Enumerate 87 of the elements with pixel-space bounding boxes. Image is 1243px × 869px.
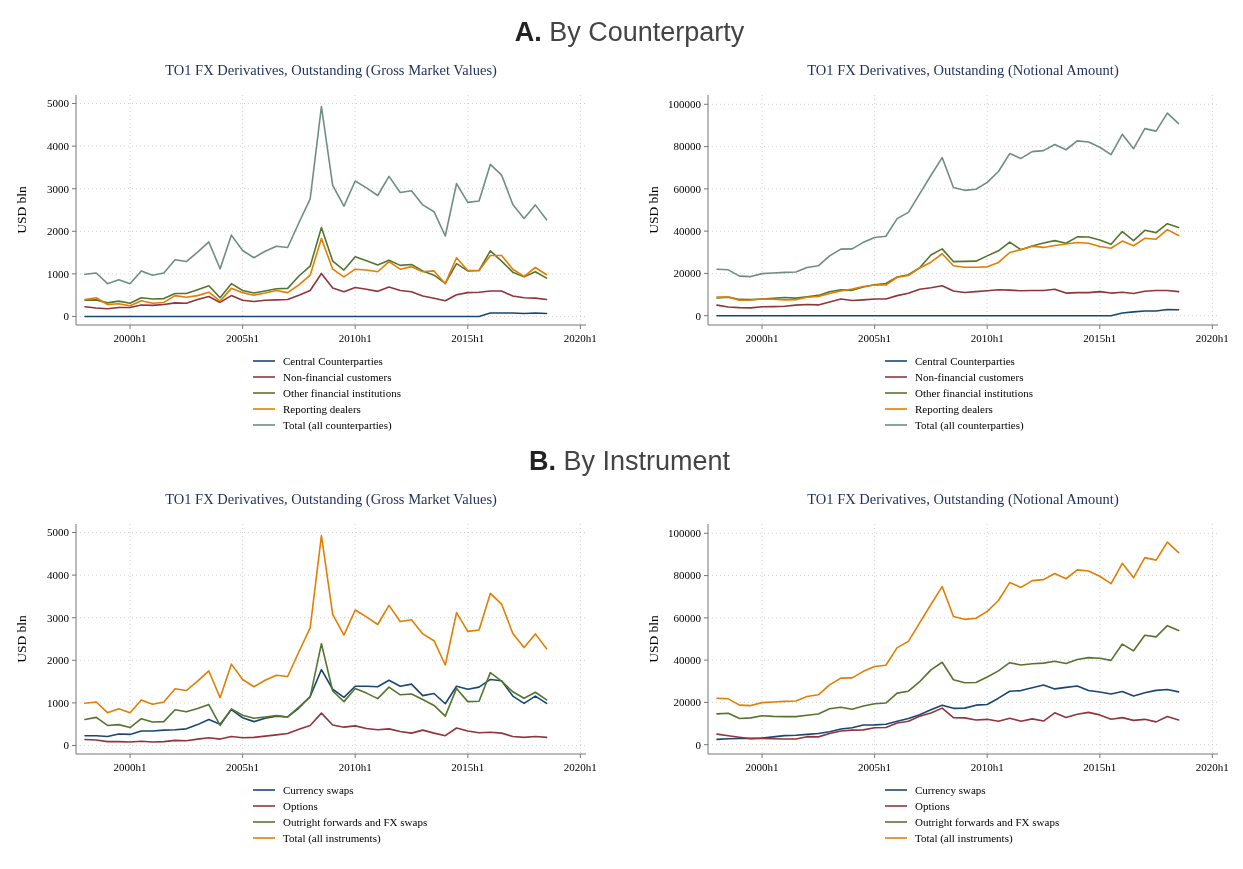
legend-label: Central Counterparties [915, 354, 1015, 367]
line-series [716, 684, 1180, 741]
y-tick-label: 0 [695, 309, 702, 322]
chart-title: TO1 FX Derivatives, Outstanding (Notional Amount) [807, 491, 1119, 508]
line-series [716, 284, 1180, 309]
text: B. By Instrument [528, 446, 731, 476]
y-tick-label: 60000 [673, 611, 702, 624]
x-tick-label: 2015h1 [1083, 761, 1117, 773]
legend-label: Total (all counterparties) [915, 418, 1024, 432]
legend-label: Other financial institutions [915, 386, 1033, 399]
x-tick-label: 2005h1 [226, 332, 260, 344]
legend-label: Outright forwards and FX swaps [915, 815, 1060, 828]
y-tick-label: 1000 [47, 267, 70, 280]
y-tick-label: 0 [63, 310, 70, 323]
legend-label: Options [283, 799, 318, 812]
line-series [84, 668, 548, 738]
x-tick-label: 2000h1 [745, 332, 779, 344]
line-series [84, 105, 548, 285]
y-axis-title: USD bln [14, 185, 29, 234]
x-tick-label: 2000h1 [113, 761, 147, 773]
x-tick-label: 2010h1 [970, 761, 1004, 773]
legend-label: Other financial institutions [283, 386, 401, 399]
y-tick-label: 2000 [47, 654, 70, 667]
x-tick-label: 2015h1 [1083, 332, 1117, 344]
chart-title: TO1 FX Derivatives, Outstanding (Gross Market Values) [165, 62, 498, 79]
x-tick-label: 2010h1 [338, 332, 372, 344]
x-tick-label: 2000h1 [745, 761, 779, 773]
x-tick-label: 2020h1 [1195, 761, 1229, 773]
chart-title: TO1 FX Derivatives, Outstanding (Notional Amount) [807, 62, 1119, 79]
y-axis-title: USD bln [14, 614, 29, 663]
line-series [84, 642, 548, 729]
y-axis-title: USD bln [646, 185, 661, 234]
x-tick-label: 2020h1 [563, 332, 597, 344]
line-series [84, 712, 548, 743]
y-axis-title: USD bln [646, 614, 661, 663]
text: A. By Counterparty [514, 17, 745, 47]
y-tick-label: 5000 [47, 526, 70, 539]
y-tick-label: 4000 [47, 139, 70, 152]
legend-label: Currency swaps [283, 783, 354, 796]
x-tick-label: 2000h1 [113, 332, 147, 344]
line-series [716, 707, 1180, 740]
y-tick-label: 0 [695, 738, 702, 751]
line-series [84, 237, 548, 307]
line-series [716, 112, 1180, 278]
legend-label: Non-financial customers [283, 370, 392, 383]
y-tick-label: 80000 [673, 569, 702, 582]
line-series [716, 308, 1180, 317]
x-tick-label: 2020h1 [563, 761, 597, 773]
line-series [716, 541, 1180, 707]
y-tick-label: 20000 [673, 696, 702, 709]
y-tick-label: 40000 [673, 653, 702, 666]
y-tick-label: 100000 [668, 527, 702, 540]
y-tick-label: 1000 [47, 696, 70, 709]
legend-label: Outright forwards and FX swaps [283, 815, 428, 828]
legend-label: Options [915, 799, 950, 812]
y-tick-label: 80000 [673, 140, 702, 153]
y-tick-label: 20000 [673, 267, 702, 280]
chart-title: TO1 FX Derivatives, Outstanding (Gross Market Values) [165, 491, 498, 508]
legend-label: Total (all counterparties) [283, 418, 392, 432]
legend-label: Non-financial customers [915, 370, 1024, 383]
legend-label: Total (all instruments) [915, 831, 1013, 845]
y-tick-label: 60000 [673, 182, 702, 195]
y-tick-label: 3000 [47, 182, 70, 195]
legend-label: Reporting dealers [283, 402, 361, 415]
x-tick-label: 2015h1 [451, 761, 485, 773]
x-tick-label: 2005h1 [858, 761, 892, 773]
x-tick-label: 2010h1 [338, 761, 372, 773]
y-tick-label: 5000 [47, 97, 70, 110]
x-tick-label: 2010h1 [970, 332, 1004, 344]
y-tick-label: 3000 [47, 611, 70, 624]
x-tick-label: 2020h1 [1195, 332, 1229, 344]
line-series [84, 272, 548, 310]
x-tick-label: 2005h1 [226, 761, 260, 773]
y-tick-label: 0 [63, 739, 70, 752]
x-tick-label: 2015h1 [451, 332, 485, 344]
y-tick-label: 100000 [668, 98, 702, 111]
line-series [84, 226, 548, 305]
legend-label: Central Counterparties [283, 354, 383, 367]
legend-label: Reporting dealers [915, 402, 993, 415]
y-tick-label: 2000 [47, 225, 70, 238]
y-tick-label: 40000 [673, 224, 702, 237]
x-tick-label: 2005h1 [858, 332, 892, 344]
line-series [716, 624, 1180, 720]
legend-label: Total (all instruments) [283, 831, 381, 845]
y-tick-label: 4000 [47, 568, 70, 581]
legend-label: Currency swaps [915, 783, 986, 796]
line-series [84, 534, 548, 714]
